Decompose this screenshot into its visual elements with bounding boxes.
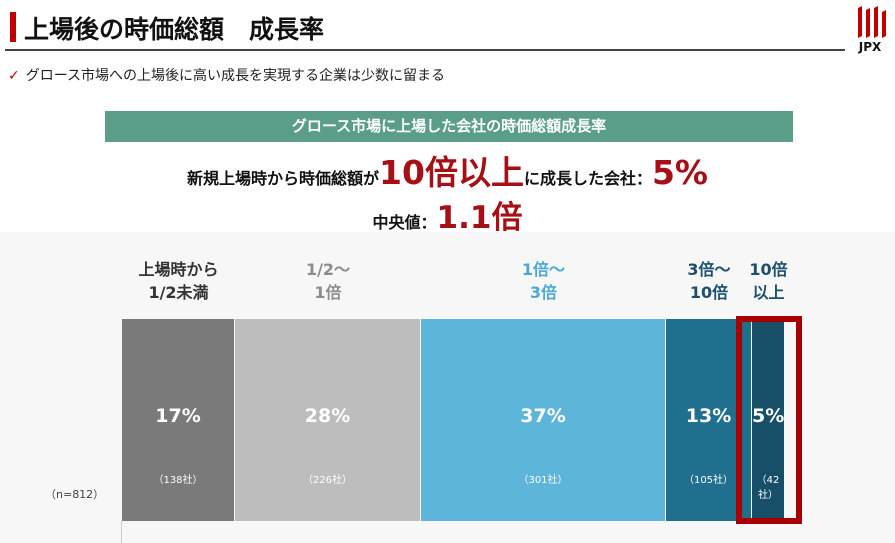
- count-label: （226社）: [302, 475, 353, 486]
- value-label: 5%: [752, 405, 785, 427]
- chart-banner: グロース市場に上場した会社の時価総額成長率: [105, 111, 793, 142]
- median-value: 1.1倍: [436, 200, 523, 236]
- page-title: 上場後の時価総額 成長率: [24, 15, 325, 44]
- axis-line: [121, 521, 122, 543]
- headline-mid: に成長した会社：: [523, 169, 652, 188]
- category-label: 1倍～ 3倍: [521, 260, 566, 302]
- headline: 新規上場時から時価総額が10倍以上に成長した会社：5%: [0, 146, 895, 194]
- jpx-logo-icon: [858, 6, 886, 38]
- median-label: 中央値：: [372, 213, 437, 232]
- category-label: 10倍 以上: [749, 260, 788, 302]
- count-label: （42社）: [756, 475, 780, 501]
- sample-size-label: （n=812）: [45, 488, 105, 501]
- bar-segment: 28% （226社）: [235, 319, 420, 521]
- value-label: 28%: [304, 405, 351, 427]
- bar-segment: 37% （301社）: [421, 319, 665, 521]
- bullet-point: ✓ グロース市場への上場後に高い成長を実現する企業は少数に留まる: [8, 65, 445, 85]
- bar-segment: 17% （138社）: [122, 319, 234, 521]
- check-icon: ✓: [8, 68, 20, 84]
- bullet-text: グロース市場への上場後に高い成長を実現する企業は少数に留まる: [25, 68, 446, 84]
- headline-big: 10倍以上: [379, 153, 524, 192]
- category-label: 上場時から 1/2未満: [138, 260, 219, 302]
- value-label: 37%: [520, 405, 566, 427]
- bar-segment: 5% （42社）: [752, 319, 784, 521]
- headline-value: 5%: [651, 153, 708, 192]
- category-label: 1/2～ 1倍: [305, 260, 351, 302]
- headline-pre: 新規上場時から時価総額が: [187, 169, 380, 188]
- median: 中央値：1.1倍: [0, 192, 895, 237]
- category-label: 3倍～ 10倍: [687, 260, 731, 302]
- count-label: （105社）: [683, 475, 734, 486]
- count-label: （138社）: [153, 475, 203, 486]
- title-divider: [5, 49, 845, 51]
- count-label: （301社）: [518, 475, 568, 486]
- value-label: 13%: [685, 405, 732, 427]
- value-label: 17%: [155, 405, 201, 427]
- title-accent-bar: [10, 12, 16, 42]
- highlight-box: [736, 316, 802, 524]
- jpx-logo-text: JPX: [858, 40, 882, 54]
